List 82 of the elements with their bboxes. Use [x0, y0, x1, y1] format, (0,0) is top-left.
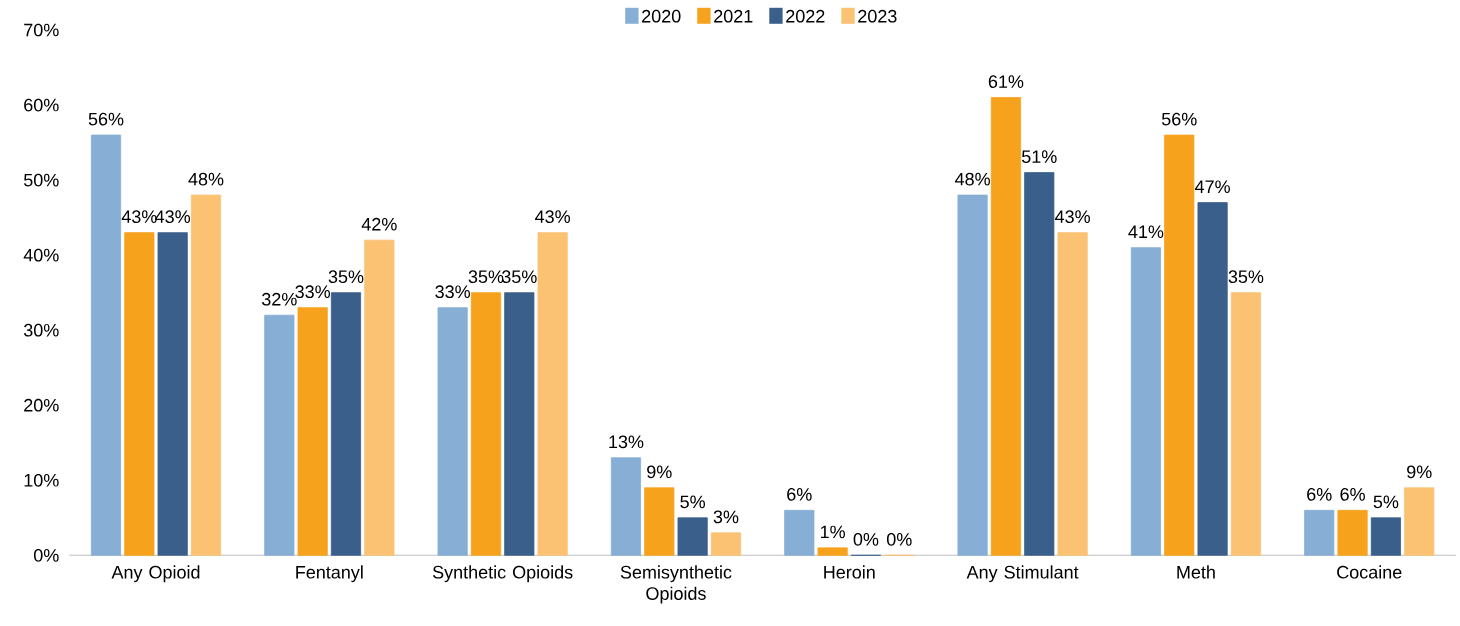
x-tick-label: Any Opioid — [111, 565, 200, 583]
legend-label: 2023 — [858, 9, 897, 23]
y-tick-label: 50% — [23, 173, 59, 187]
x-tick-label: Semisynthetic Opioids — [620, 565, 732, 604]
bar — [1230, 292, 1261, 556]
bar — [990, 97, 1021, 556]
data-label: 35% — [1228, 270, 1264, 284]
data-label: 43% — [1055, 210, 1090, 224]
bar — [1304, 509, 1335, 556]
x-tick-label: Heroin — [824, 565, 875, 579]
data-label: 48% — [955, 172, 990, 186]
data-label: 33% — [295, 285, 331, 299]
bar — [644, 487, 675, 556]
data-label: 51% — [1021, 150, 1057, 163]
data-label: 3% — [713, 510, 739, 524]
data-label: 48% — [188, 172, 224, 186]
bar — [817, 547, 848, 556]
x-tick-label: Cocaine — [1337, 565, 1402, 579]
data-label: 43% — [535, 210, 571, 224]
bar — [364, 239, 395, 556]
bar — [1337, 509, 1368, 556]
data-label: 35% — [328, 270, 364, 284]
x-tick-label: Meth — [1177, 565, 1215, 579]
legend-label: 2021 — [714, 9, 753, 23]
data-label: 13% — [609, 435, 644, 449]
data-label: 6% — [1340, 487, 1365, 501]
data-label: 61% — [988, 75, 1024, 88]
bar — [1024, 172, 1055, 556]
y-tick-label: 70% — [24, 23, 59, 37]
bar — [1057, 232, 1088, 556]
data-label: 5% — [1373, 495, 1399, 509]
bar — [157, 232, 188, 556]
bar — [1404, 487, 1435, 556]
legend-label: 2020 — [642, 9, 681, 23]
bar — [504, 292, 535, 556]
bar — [784, 509, 815, 556]
bar — [190, 194, 222, 556]
data-label: 6% — [787, 487, 812, 501]
bar — [470, 292, 502, 556]
bar — [537, 232, 568, 556]
data-label: 43% — [121, 210, 157, 224]
data-label: 9% — [647, 465, 672, 479]
data-label: 35% — [468, 270, 504, 284]
data-label: 6% — [1307, 487, 1332, 501]
data-label: 41% — [1128, 225, 1164, 239]
bar — [124, 232, 155, 556]
bar — [1370, 517, 1401, 556]
bar — [1197, 202, 1228, 556]
bar — [677, 517, 708, 556]
bar — [264, 314, 295, 556]
y-tick-label: 60% — [24, 98, 59, 112]
x-tick-label: Synthetic Opioids — [432, 565, 573, 583]
bar — [330, 292, 362, 556]
data-label: 56% — [88, 112, 124, 126]
y-tick-label: 30% — [23, 323, 59, 337]
y-tick-label: 10% — [24, 473, 59, 487]
data-label: 9% — [1407, 465, 1432, 479]
data-label: 0% — [853, 532, 879, 546]
y-tick-label: 20% — [24, 398, 59, 412]
legend-label: 2022 — [786, 9, 825, 23]
data-label: 42% — [361, 217, 397, 231]
bar — [610, 457, 642, 556]
data-label: 47% — [1194, 180, 1230, 194]
data-label: 1% — [820, 525, 845, 539]
bar — [1164, 134, 1195, 556]
bar — [437, 307, 468, 556]
bar — [1130, 247, 1161, 556]
bar — [90, 134, 122, 556]
bar — [710, 532, 742, 556]
data-label: 0% — [886, 532, 912, 546]
data-label: 5% — [680, 495, 705, 509]
data-label: 32% — [262, 292, 297, 306]
x-tick-label: Any Stimulant — [966, 565, 1079, 583]
bar — [297, 307, 328, 556]
data-label: 33% — [435, 285, 471, 299]
data-label: 35% — [501, 270, 537, 284]
bar — [957, 194, 988, 556]
x-tick-label: Fentanyl — [296, 565, 363, 583]
data-label: 56% — [1161, 112, 1197, 126]
data-label: 43% — [155, 210, 191, 224]
y-tick-label: 40% — [23, 248, 59, 262]
y-tick-label: 0% — [33, 548, 59, 562]
